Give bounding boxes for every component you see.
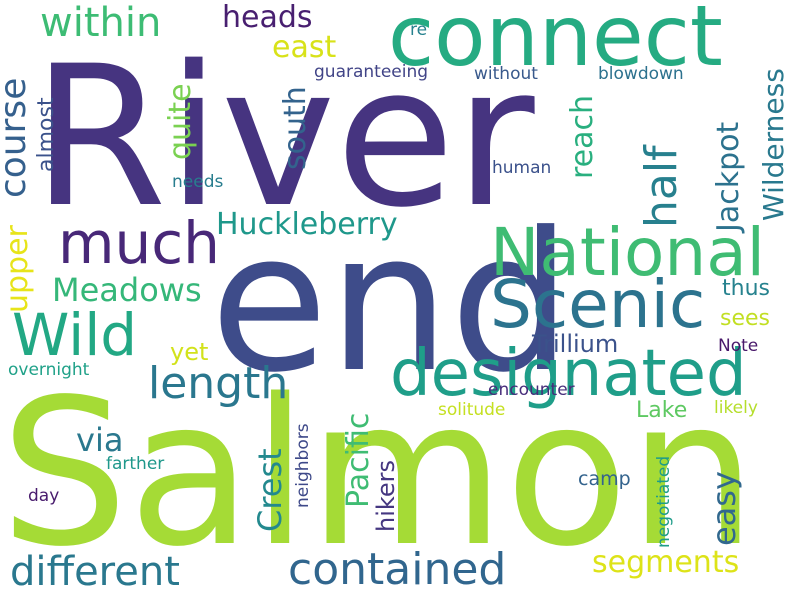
word-half: half [636,145,687,228]
word-wilderness: Wilderness [757,68,790,221]
word-camp: camp [578,468,631,490]
word-without: without [474,64,538,84]
word-quite: quite [163,83,198,160]
word-solitude: solitude [438,400,506,420]
word-farther: farther [106,454,165,474]
word-lake: Lake [636,398,688,423]
word-needs: needs [172,172,224,192]
word-yet: yet [170,338,209,366]
word-east: east [272,30,337,65]
word-contained: contained [288,544,507,595]
word-likely: likely [714,398,758,418]
word-much: much [58,209,220,277]
word-within: within [40,0,162,46]
word-huckleberry: Huckleberry [216,207,398,242]
word-jackpot: Jackpot [711,121,746,232]
word-wild: Wild [12,301,138,369]
word-easy: easy [705,471,743,546]
word-neighbors: neighbors [293,423,313,508]
word-segments: segments [592,545,740,580]
word-overnight: overnight [8,360,90,380]
word-note: Note [718,336,759,356]
word-trillium: Trillium [532,330,619,358]
word-thus: thus [722,276,770,301]
word-meadows: Meadows [52,271,202,309]
word-hikers: hikers [372,459,400,532]
word-upper: upper [0,225,35,313]
word-guaranteeing: guaranteeing [314,62,429,82]
word-via: via [76,421,124,459]
word-connect: connect [388,0,723,85]
word-reach: reach [565,94,600,179]
word-end: end [210,192,572,415]
word-south: south [278,86,313,170]
word-scenic: Scenic [490,266,706,343]
word-crest: Crest [251,448,289,532]
word-national: National [490,214,766,291]
word-human: human [492,158,552,178]
word-sees: sees [720,306,770,331]
word-designated: designated [390,337,747,411]
word-river: River [32,24,535,250]
word-pacific: Pacific [341,412,376,508]
word-negotiated: negotiated [654,455,674,548]
word-encounter: encounter [488,380,575,400]
word-heads: heads [222,0,313,35]
word-salmon: Salmon [0,355,757,591]
word-day: day [28,486,60,506]
word-re: re [410,20,428,40]
word-almost: almost [34,97,59,172]
word-course: course [0,77,34,198]
word-blowdown: blowdown [598,64,684,84]
word-length: length [148,358,289,409]
word-different: different [10,549,180,595]
